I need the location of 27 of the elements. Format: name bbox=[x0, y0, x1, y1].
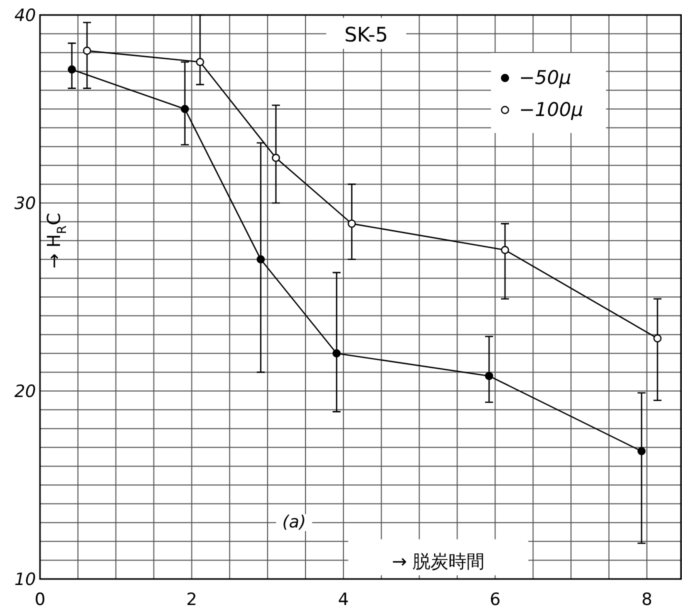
point bbox=[348, 220, 356, 228]
point bbox=[500, 246, 510, 254]
y-tick-label: 10 bbox=[14, 570, 36, 590]
x-tick-label: 2 bbox=[186, 590, 198, 610]
point bbox=[653, 334, 662, 342]
point bbox=[637, 447, 646, 456]
point bbox=[484, 372, 494, 380]
x-tick-label: 8 bbox=[641, 590, 652, 610]
point bbox=[196, 58, 204, 66]
legend-label: −50μ bbox=[519, 67, 572, 89]
y-tick-label: 40 bbox=[14, 6, 36, 26]
point bbox=[180, 104, 189, 114]
point bbox=[332, 349, 341, 358]
x-tick-label: 4 bbox=[338, 590, 349, 610]
x-axis-title: → 脱炭時間 bbox=[392, 552, 485, 573]
annotation: (a) bbox=[282, 512, 306, 532]
xlabel: → 脱炭時間 bbox=[348, 539, 528, 576]
point bbox=[68, 65, 76, 74]
point bbox=[272, 154, 280, 162]
point bbox=[82, 46, 92, 55]
point bbox=[256, 255, 265, 264]
x-tick-label: 0 bbox=[34, 590, 46, 610]
y-tick-label: 20 bbox=[14, 382, 36, 402]
y-tick-label: 30 bbox=[14, 194, 36, 214]
legend-label: −100μ bbox=[519, 99, 584, 121]
x-tick-label: 6 bbox=[490, 590, 501, 610]
chart-title: SK-5 bbox=[344, 22, 388, 46]
